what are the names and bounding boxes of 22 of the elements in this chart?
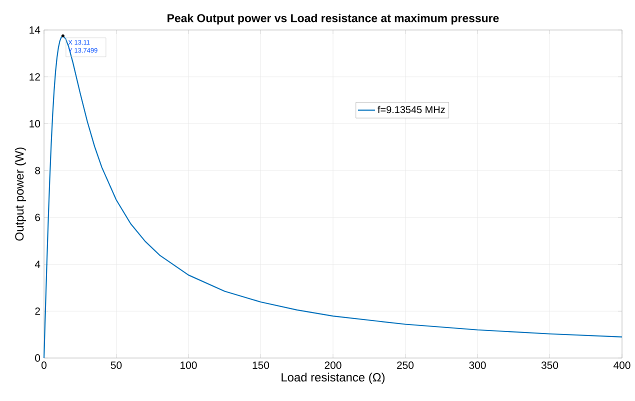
x-tick-label: 200 <box>324 362 342 369</box>
y-tick-label: 14 <box>30 26 40 34</box>
y-axis-title: Output power (W) <box>14 148 26 241</box>
line-series <box>43 34 623 359</box>
x-tick-label: 50 <box>110 362 122 369</box>
y-tick-label: 6 <box>35 214 40 222</box>
x-tick-label: 350 <box>541 362 558 369</box>
y-tick-label: 10 <box>30 120 40 128</box>
y-tick-label: 4 <box>34 260 40 268</box>
y-tick-label: 8 <box>35 166 40 174</box>
chart-title: Peak Output power vs Load resistance at maximum pressure <box>168 14 499 24</box>
y-tick-label: 2 <box>35 308 40 315</box>
x-tick-label: 150 <box>252 362 270 369</box>
legend-label: f=9.13545 MHz <box>378 106 445 114</box>
x-tick-label: 300 <box>469 362 486 369</box>
y-tick-label: 12 <box>30 73 40 81</box>
x-axis-title: Load resistance (Ω) <box>282 372 385 384</box>
x-tick-label: 400 <box>614 362 630 369</box>
x-tick-label: 100 <box>180 362 197 369</box>
x-tick-label: 0 <box>42 362 46 369</box>
x-tick-label: 250 <box>397 362 414 369</box>
y-tick-label: 0 <box>35 354 40 362</box>
